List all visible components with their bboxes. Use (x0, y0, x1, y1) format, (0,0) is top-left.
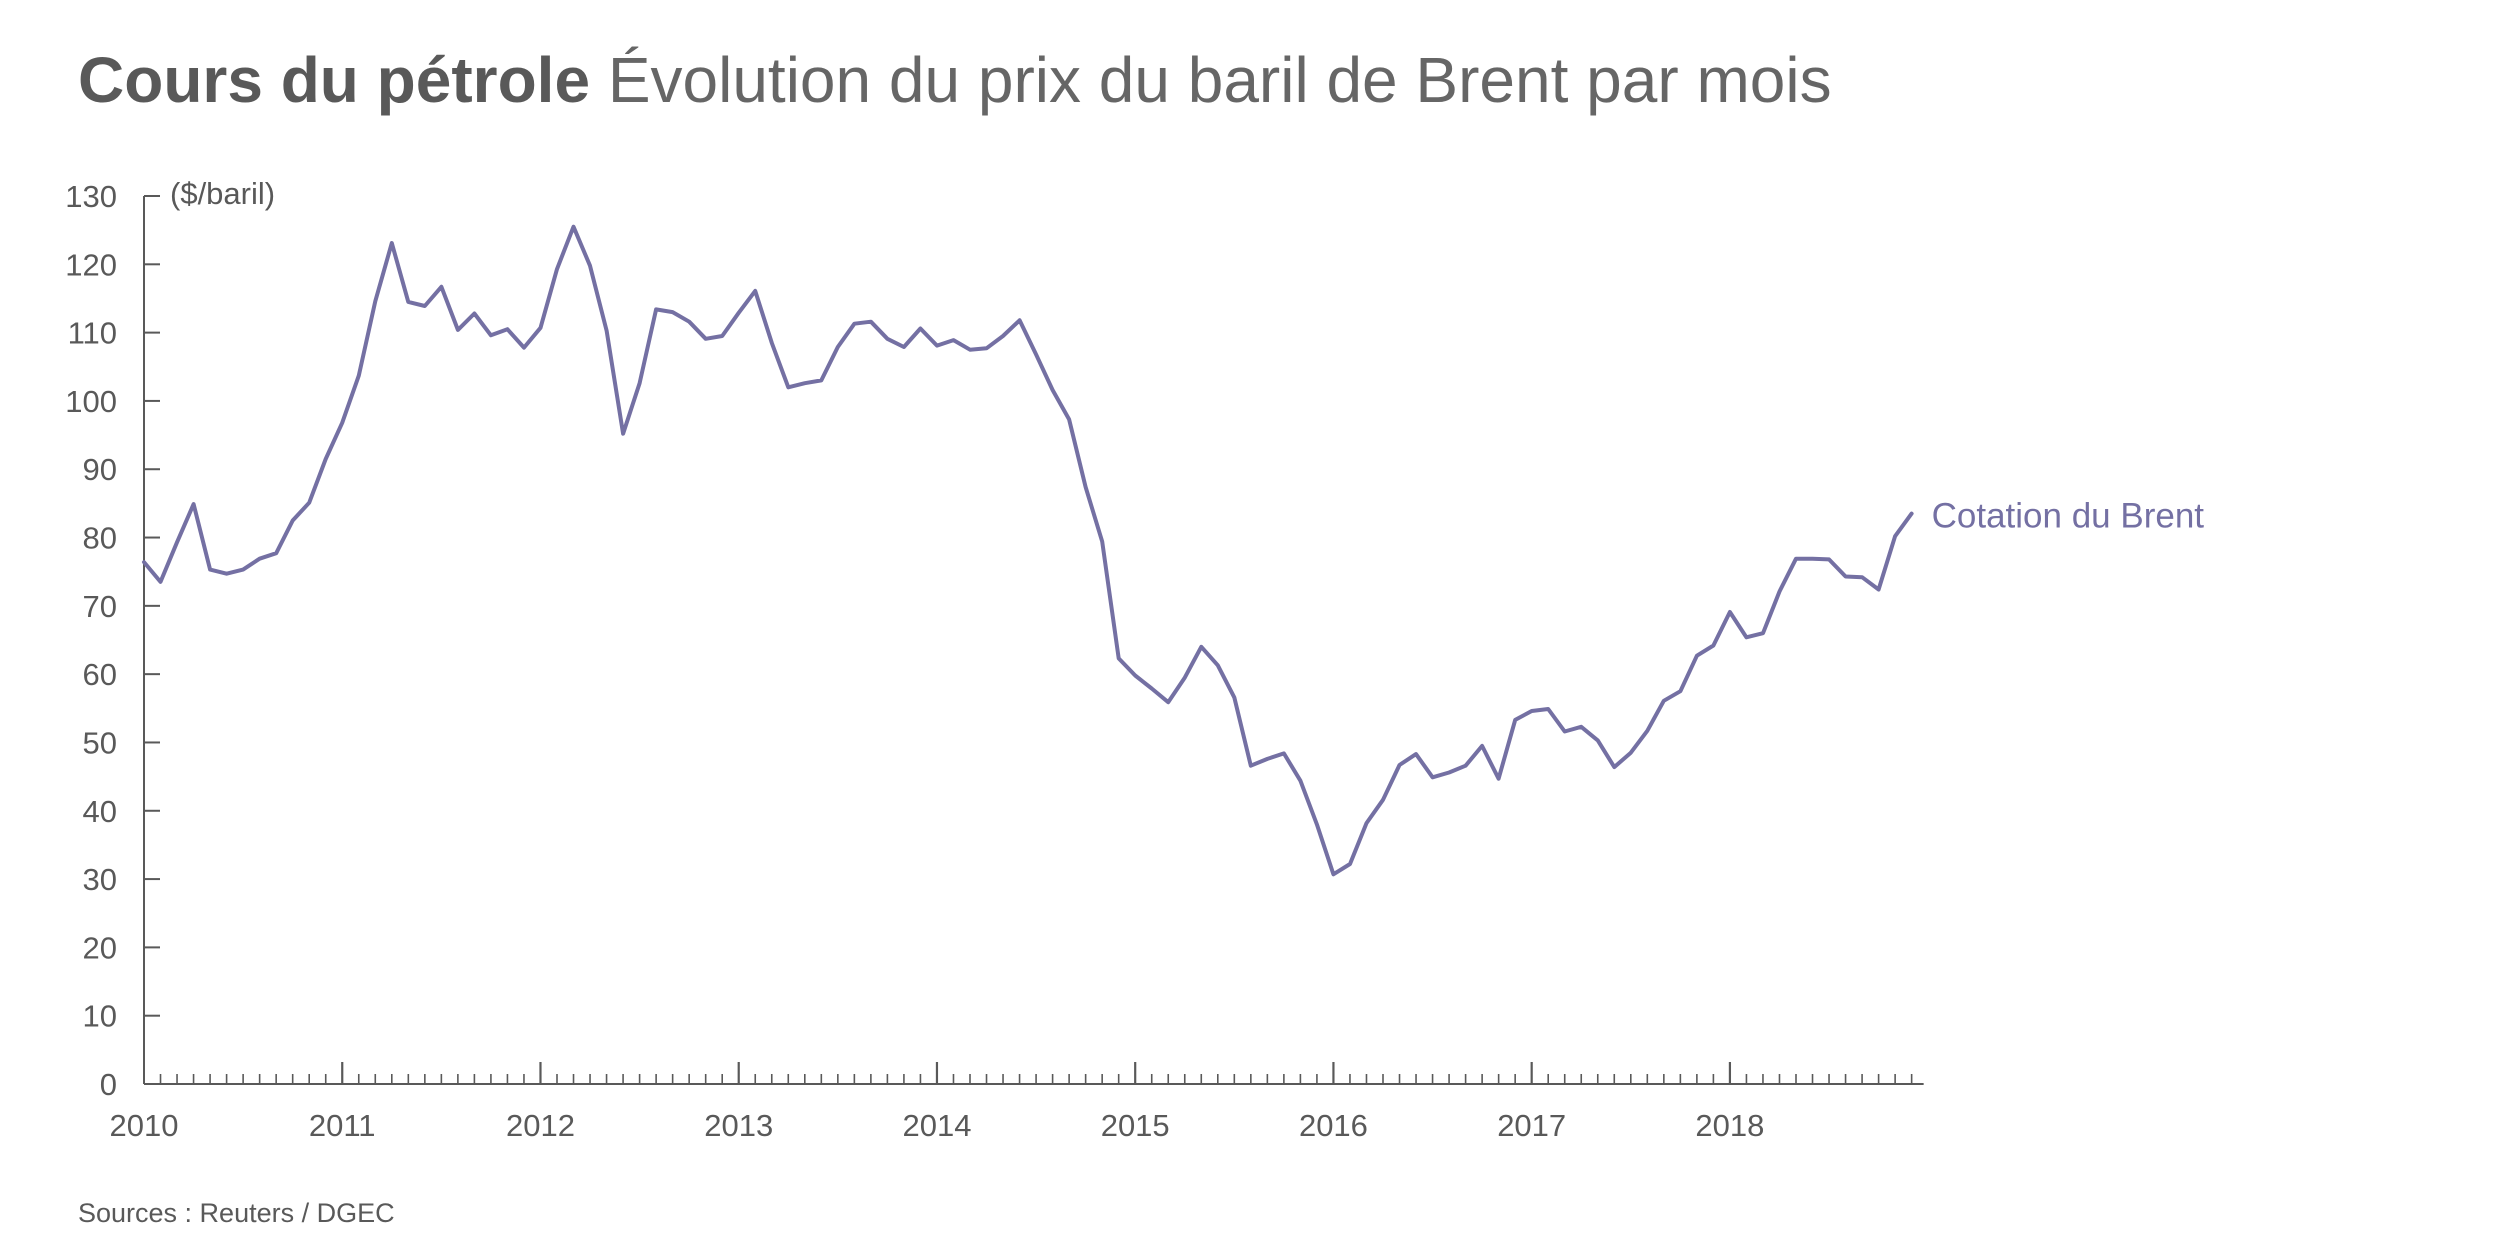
y-tick-label: 30 (83, 862, 117, 897)
y-unit-label: ($/baril) (170, 176, 275, 211)
y-tick-label: 80 (83, 521, 117, 556)
source-note: Sources : Reuters / DGEC (78, 1198, 395, 1228)
y-tick-label: 90 (83, 452, 117, 487)
y-tick-label: 10 (83, 999, 117, 1034)
x-tick-label: 2014 (902, 1108, 971, 1143)
x-tick-label: 2018 (1695, 1108, 1764, 1143)
chart-title: Cours du pétrole Évolution du prix du ba… (78, 40, 1832, 120)
y-tick-label: 60 (83, 657, 117, 692)
y-tick-label: 40 (83, 794, 117, 829)
x-tick-label: 2012 (506, 1108, 575, 1143)
y-tick-label: 120 (65, 247, 117, 282)
x-tick-label: 2015 (1101, 1108, 1170, 1143)
series-line-brent (142, 224, 1914, 877)
chart-subtitle: Évolution du prix du baril de Brent par … (607, 44, 1832, 116)
axes: 0 10 20 30 40 50 60 70 80 90 100 110 120 130 2010 2011 2… (65, 179, 1924, 1143)
x-tick-label: 2016 (1299, 1108, 1368, 1143)
y-tick-label: 50 (83, 725, 117, 760)
y-tick-label: 0 (100, 1067, 117, 1102)
y-tick-label: 130 (65, 179, 117, 214)
chart-title-bold: Cours du pétrole (78, 44, 591, 116)
y-tick-label: 70 (83, 589, 117, 624)
y-tick-label: 20 (83, 930, 117, 965)
x-tick-label: 2013 (704, 1108, 773, 1143)
y-tick-label: 100 (65, 384, 117, 419)
x-tick-label: 2017 (1497, 1108, 1566, 1143)
x-tick-label: 2011 (309, 1108, 376, 1143)
y-tick-label: 110 (68, 316, 117, 351)
series-label-brent: Cotation du Brent (1932, 497, 2205, 536)
x-tick-label: 2010 (110, 1108, 179, 1143)
plot-area: Cotation du Brent (142, 224, 2205, 877)
